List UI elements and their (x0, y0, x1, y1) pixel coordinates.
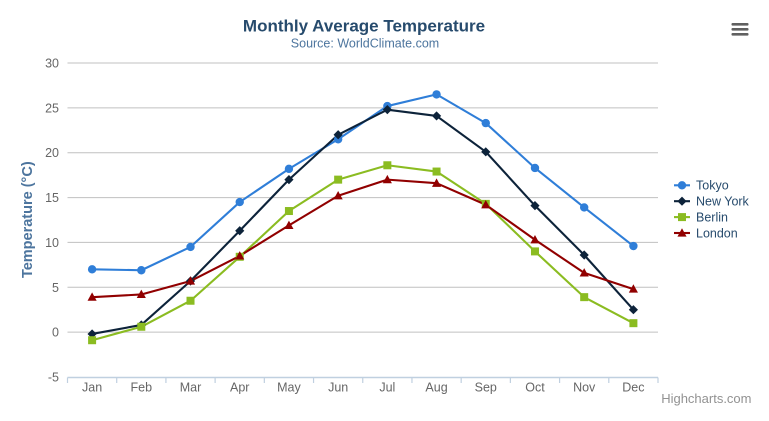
svg-text:Source: WorldClimate.com: Source: WorldClimate.com (291, 37, 439, 51)
svg-text:Feb: Feb (131, 381, 153, 395)
svg-text:10: 10 (45, 236, 59, 250)
svg-text:Jun: Jun (328, 381, 348, 395)
svg-text:Jan: Jan (82, 381, 102, 395)
svg-text:Tokyo: Tokyo (696, 179, 729, 193)
svg-text:15: 15 (45, 191, 59, 205)
svg-text:25: 25 (45, 101, 59, 115)
svg-text:Dec: Dec (622, 381, 644, 395)
svg-text:Jul: Jul (379, 381, 395, 395)
svg-text:0: 0 (52, 326, 59, 340)
svg-text:London: London (696, 226, 738, 240)
svg-text:30: 30 (45, 57, 59, 71)
svg-text:Temperature (°C): Temperature (°C) (20, 161, 36, 278)
svg-text:5: 5 (52, 281, 59, 295)
svg-text:-5: -5 (48, 371, 59, 385)
svg-text:Aug: Aug (425, 381, 447, 395)
svg-text:Mar: Mar (180, 381, 202, 395)
svg-text:May: May (277, 381, 301, 395)
svg-text:Oct: Oct (525, 381, 545, 395)
svg-text:Berlin: Berlin (696, 211, 728, 225)
svg-text:New York: New York (696, 195, 750, 209)
svg-text:Apr: Apr (230, 381, 249, 395)
svg-text:Sep: Sep (475, 381, 497, 395)
svg-text:Monthly Average Temperature: Monthly Average Temperature (243, 17, 485, 36)
svg-text:20: 20 (45, 146, 59, 160)
svg-text:Highcharts.com: Highcharts.com (661, 391, 751, 406)
svg-text:Nov: Nov (573, 381, 596, 395)
